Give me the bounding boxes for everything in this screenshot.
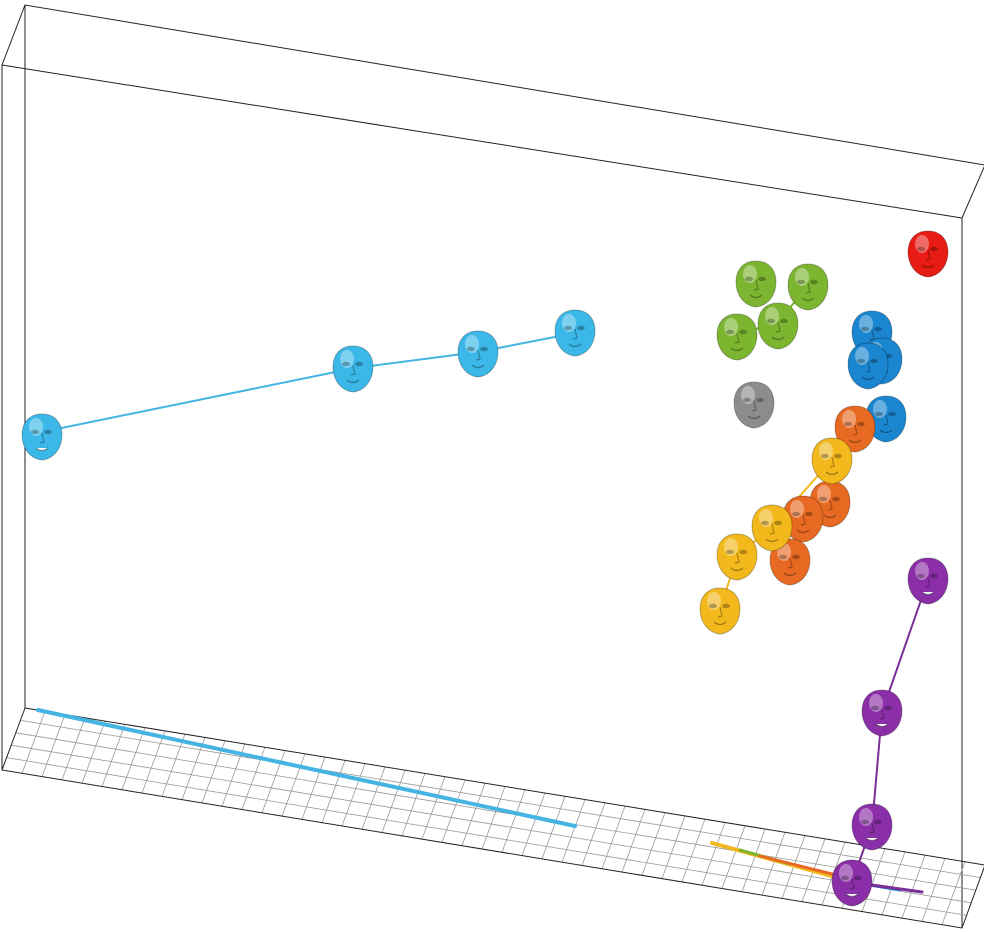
trajectory-cyan: [41, 332, 576, 433]
grid-line: [20, 720, 981, 878]
floor-shadow-paths: [36, 708, 924, 894]
face-marker-purple: [907, 557, 949, 605]
trajectory-purple: [851, 579, 929, 883]
grid-line: [15, 732, 976, 891]
face-marker-yellow: [811, 437, 853, 485]
face-marker-purple: [861, 689, 903, 737]
face-marker-blue: [847, 342, 889, 390]
grid-line: [461, 783, 486, 846]
floor-shadow-orange: [758, 854, 842, 878]
trajectory-yellow: [719, 459, 833, 611]
grid-line: [481, 786, 506, 850]
grid-line: [361, 766, 386, 830]
face-marker-yellow: [716, 533, 758, 581]
grid-line: [6, 757, 967, 916]
face-marker-red: [907, 230, 949, 278]
grid-line: [901, 855, 926, 919]
grid-line: [441, 779, 466, 843]
face-marker-orange: [769, 538, 811, 586]
face-markers: [21, 230, 949, 907]
grid-line: [641, 812, 666, 876]
grid-line: [341, 763, 366, 827]
face-marker-cyan: [457, 330, 499, 378]
grid-line: [501, 789, 526, 853]
grid-line: [661, 815, 686, 879]
face-marker-orange: [834, 405, 876, 453]
face-marker-purple: [831, 859, 873, 907]
grid-line: [601, 805, 626, 869]
face-marker-orange: [782, 495, 824, 543]
face-marker-green: [757, 302, 799, 350]
grid-line: [381, 770, 406, 833]
face-marker-blue: [865, 395, 907, 443]
bounding-box: [1, 4, 984, 928]
grid-line: [101, 724, 126, 787]
grid-line: [141, 730, 166, 794]
face-marker-green: [735, 260, 777, 308]
grid-line: [421, 776, 446, 840]
face-marker-cyan: [554, 309, 596, 357]
grid-line: [401, 773, 426, 836]
grid-line: [941, 861, 966, 925]
grid-line: [181, 737, 206, 800]
grid-line: [161, 734, 186, 797]
floor-grid: [6, 711, 981, 925]
grid-line: [321, 760, 346, 823]
grid-line: [121, 727, 146, 790]
grid-line: [701, 822, 726, 886]
grid-line: [861, 848, 886, 912]
grid-line: [761, 832, 786, 896]
grid-line: [681, 819, 706, 883]
face-marker-yellow: [751, 504, 793, 552]
grid-line: [881, 851, 906, 915]
grid-line: [521, 792, 546, 856]
floor-shadow-cyan: [36, 708, 577, 828]
grid-line: [81, 720, 106, 784]
grid-line: [921, 858, 946, 922]
grid-line: [561, 799, 586, 863]
face-marker-yellow: [699, 587, 741, 635]
face-marker-gray: [733, 381, 775, 429]
floor-frame: [1, 707, 984, 929]
grid-line: [541, 796, 566, 860]
face-marker-purple: [851, 803, 893, 851]
grid-line: [301, 756, 326, 820]
grid-line: [721, 825, 746, 889]
grid-line: [41, 714, 66, 777]
grid-line: [281, 753, 306, 817]
face-marker-cyan: [21, 413, 63, 461]
face-marker-green: [716, 313, 758, 361]
grid-line: [741, 828, 766, 892]
face-marker-cyan: [332, 345, 374, 393]
grid-line: [11, 744, 972, 904]
grid-line: [61, 717, 86, 781]
grid-line: [21, 711, 46, 774]
grid-line: [581, 802, 606, 866]
grid-line: [621, 809, 646, 873]
face-marker-green: [787, 263, 829, 311]
